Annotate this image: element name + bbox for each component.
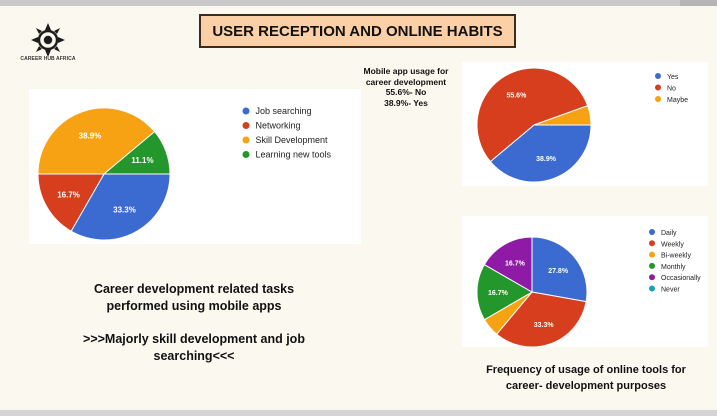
legend-marker bbox=[649, 262, 655, 269]
pie-slice bbox=[531, 236, 588, 303]
caption-majorly: >>>Majorly skill development and job sea… bbox=[20, 331, 368, 365]
legend-marker bbox=[655, 73, 661, 79]
legend-marker bbox=[649, 229, 655, 235]
caption-mobile-usage: Mobile app usage for career development … bbox=[355, 66, 457, 108]
chart-card-frequency: 27.8% 33.3% 16.7% 16.7% Daily Weekly Bi-weekly… bbox=[462, 216, 708, 348]
pie-slice bbox=[102, 130, 171, 175]
legend-marker bbox=[649, 240, 655, 247]
pie-slice bbox=[483, 236, 533, 293]
caption-majorly-line: searching<<< bbox=[153, 349, 235, 363]
bottom-strip bbox=[0, 410, 717, 416]
legend-marker bbox=[649, 274, 655, 281]
top-strip bbox=[0, 0, 717, 6]
legend-label: Learning new tools bbox=[256, 150, 332, 160]
legend-label: Maybe bbox=[667, 97, 688, 104]
slice-value-label: 11.1% bbox=[131, 156, 153, 165]
slice-value-label: 16.7% bbox=[488, 290, 509, 297]
caption-frequency-line: career- development purposes bbox=[505, 380, 667, 392]
legend-label: Job searching bbox=[256, 106, 312, 116]
legend-label: Monthly bbox=[661, 264, 686, 271]
slice-value-label: 38.9% bbox=[536, 156, 557, 163]
slice-value-label: 55.6% bbox=[506, 92, 527, 99]
legend-marker bbox=[242, 136, 250, 144]
legend-label: Daily bbox=[661, 230, 677, 237]
pie-slice bbox=[533, 105, 592, 126]
caption-mobile-usage-line: 55.6%- No bbox=[385, 87, 427, 97]
legend-marker bbox=[649, 285, 655, 292]
pie-slice bbox=[476, 67, 589, 163]
top-right-mark bbox=[680, 0, 717, 6]
caption-mobile-usage-line: 38.9%- Yes bbox=[384, 97, 428, 108]
legend-label: Weekly bbox=[661, 241, 684, 248]
legend-marker bbox=[649, 251, 655, 258]
legend-label: Skill Development bbox=[256, 135, 329, 145]
legend-label: Yes bbox=[667, 74, 679, 81]
legend-marker bbox=[655, 84, 661, 91]
pie-slice bbox=[37, 173, 105, 232]
pie-slice bbox=[489, 124, 592, 183]
pie-chart-frequency: 27.8% 33.3% 16.7% 16.7% Daily Weekly Bi-weekly… bbox=[476, 229, 701, 348]
pie-slice bbox=[495, 291, 587, 348]
chart-card-mobile-usage: 38.9% 55.6% Yes No Maybe bbox=[462, 62, 708, 186]
caption-tasks: Career development related tasks perform… bbox=[20, 281, 368, 315]
pie-chart-tasks: 33.3% 16.7% 38.9% 11.1% Job searching Network… bbox=[37, 106, 332, 241]
legend-label: Networking bbox=[256, 121, 301, 131]
legend-label: Occasionally bbox=[661, 275, 701, 282]
slice-value-label: 16.7% bbox=[57, 190, 80, 199]
caption-majorly-line: >>>Majorly skill development and job bbox=[83, 332, 305, 346]
pie-slice bbox=[70, 173, 171, 241]
legend-label: Bi-weekly bbox=[661, 253, 691, 260]
caption-frequency-line: Frequency of usage of online tools for bbox=[486, 364, 686, 376]
legend-label: No bbox=[667, 86, 676, 93]
pie-slice bbox=[476, 263, 533, 321]
caption-frequency: Frequency of usage of online tools for c… bbox=[463, 362, 709, 394]
chart-card-tasks: 33.3% 16.7% 38.9% 11.1% Job searching Network… bbox=[29, 89, 361, 244]
brand-name: CAREER HUB AFRICA bbox=[20, 56, 76, 62]
legend-marker bbox=[655, 96, 661, 102]
legend-marker bbox=[242, 107, 250, 115]
caption-mobile-usage-line: career development bbox=[365, 76, 447, 87]
slice-value-label: 33.3% bbox=[534, 322, 555, 329]
slice-value-label: 27.8% bbox=[548, 268, 569, 275]
slice-value-label: 16.7% bbox=[505, 260, 526, 267]
legend-marker bbox=[242, 151, 250, 158]
caption-tasks-line: Career development related tasks bbox=[93, 282, 295, 296]
caption-mobile-usage-line: Mobile app usage for bbox=[363, 66, 449, 76]
career-hub-logo-icon bbox=[31, 23, 65, 57]
pie-chart-mobile-usage: 38.9% 55.6% Yes No Maybe bbox=[476, 67, 688, 183]
page-title: USER RECEPTION AND ONLINE HABITS bbox=[199, 14, 516, 48]
slice-value-label: 38.9% bbox=[79, 132, 102, 141]
pie-slice bbox=[37, 107, 156, 175]
slice-value-label: 33.3% bbox=[113, 205, 136, 214]
legend-marker bbox=[242, 122, 250, 129]
caption-tasks-line: performed using mobile apps bbox=[106, 299, 282, 313]
legend-label: Never bbox=[661, 287, 680, 294]
